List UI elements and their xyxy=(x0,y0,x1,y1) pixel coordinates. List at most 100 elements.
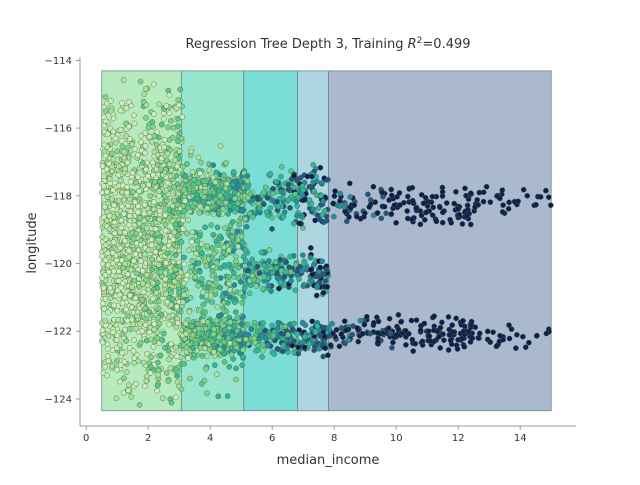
data-point xyxy=(282,323,289,330)
data-point xyxy=(387,330,394,337)
data-point xyxy=(239,362,245,368)
data-point xyxy=(195,180,201,186)
data-point xyxy=(430,204,437,211)
data-point xyxy=(260,341,266,348)
data-point xyxy=(461,343,468,350)
data-point xyxy=(278,189,285,195)
data-point xyxy=(113,257,120,264)
data-point xyxy=(261,274,267,280)
data-point xyxy=(119,203,125,210)
data-point xyxy=(174,138,181,144)
data-point xyxy=(119,182,126,189)
data-point xyxy=(121,197,127,203)
data-point xyxy=(227,319,233,325)
data-point xyxy=(223,160,229,166)
y-axis-label: longitude xyxy=(25,212,40,273)
data-point xyxy=(259,347,266,354)
data-point xyxy=(244,178,251,184)
data-point xyxy=(136,284,142,290)
data-point xyxy=(232,309,239,315)
data-point xyxy=(497,332,503,339)
data-point xyxy=(162,344,168,351)
data-point xyxy=(223,199,229,206)
data-point xyxy=(215,393,222,400)
data-point xyxy=(296,220,303,227)
x-tick-label: 12 xyxy=(452,433,465,444)
data-point xyxy=(231,299,238,306)
data-point xyxy=(327,342,334,348)
data-point xyxy=(309,173,315,180)
data-point xyxy=(236,183,242,189)
x-tick-label: 6 xyxy=(269,433,275,444)
data-point xyxy=(196,330,202,337)
data-point xyxy=(121,375,127,382)
data-point xyxy=(318,192,324,199)
data-point xyxy=(320,271,326,277)
data-point xyxy=(111,302,117,309)
data-point xyxy=(499,209,506,215)
data-point xyxy=(252,339,258,346)
data-point xyxy=(149,119,156,125)
data-point xyxy=(242,216,249,222)
data-point xyxy=(180,163,186,170)
data-point xyxy=(154,382,161,389)
data-point xyxy=(314,323,321,330)
data-point xyxy=(172,252,179,259)
data-point xyxy=(172,221,179,228)
data-point xyxy=(119,189,126,195)
data-point xyxy=(173,243,180,250)
data-point xyxy=(145,286,151,293)
data-point xyxy=(188,239,195,245)
data-point xyxy=(543,330,550,337)
data-point xyxy=(211,362,218,368)
data-point xyxy=(244,184,251,191)
data-point xyxy=(391,202,398,209)
data-point xyxy=(167,118,174,124)
data-point xyxy=(189,257,196,264)
data-point xyxy=(216,199,223,206)
data-point xyxy=(418,191,425,198)
data-point xyxy=(254,347,261,353)
data-point xyxy=(508,326,515,333)
data-point xyxy=(281,274,288,280)
data-point xyxy=(379,189,385,196)
data-point xyxy=(162,291,169,298)
data-point xyxy=(212,179,219,185)
data-point xyxy=(145,181,152,188)
data-point xyxy=(323,217,330,224)
data-point xyxy=(493,343,500,350)
data-point xyxy=(170,258,177,265)
data-point xyxy=(117,107,124,114)
data-point xyxy=(288,278,294,284)
point-layer xyxy=(99,77,554,408)
data-point xyxy=(162,205,169,212)
data-point xyxy=(120,280,126,287)
data-point xyxy=(188,148,194,155)
data-point xyxy=(260,189,267,196)
x-tick-label: 2 xyxy=(145,433,151,444)
data-point xyxy=(366,204,373,210)
data-point xyxy=(171,197,177,204)
data-point xyxy=(133,270,140,277)
data-point xyxy=(166,110,173,116)
data-point xyxy=(143,115,149,121)
data-point xyxy=(217,192,223,199)
data-point xyxy=(118,362,124,368)
data-point xyxy=(262,327,269,334)
data-point xyxy=(233,376,239,383)
data-point xyxy=(165,191,172,198)
data-point xyxy=(155,298,162,305)
data-point xyxy=(140,280,146,287)
data-point xyxy=(151,111,157,117)
data-point xyxy=(453,315,459,322)
data-point xyxy=(277,279,284,286)
data-point xyxy=(175,116,181,122)
data-point xyxy=(266,258,272,264)
data-point xyxy=(187,375,193,382)
data-point xyxy=(317,164,324,171)
data-point xyxy=(104,130,111,137)
data-point xyxy=(315,205,322,211)
data-point xyxy=(302,333,308,340)
data-point xyxy=(363,313,370,320)
